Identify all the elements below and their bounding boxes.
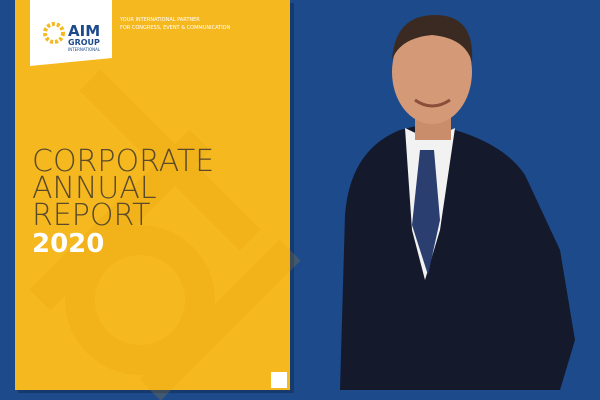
cover-year: 2020	[32, 229, 104, 259]
logo-line: GROUP	[68, 38, 100, 47]
person	[340, 15, 575, 390]
logo-tab	[30, 0, 112, 66]
tagline: YOUR INTERNATIONAL PARTNER	[119, 17, 200, 23]
logo-line: INTERNATIONAL	[68, 47, 101, 52]
report-cover	[15, 0, 290, 390]
logo-name: AIM	[68, 22, 100, 40]
cover-corner	[271, 372, 287, 388]
logo-mark	[43, 22, 65, 44]
tagline: FOR CONGRESS, EVENT & COMMUNICATION	[120, 25, 231, 31]
cover-pattern	[29, 69, 301, 400]
cover-title: CORPORATE	[32, 144, 214, 179]
cover-title: ANNUAL	[32, 171, 157, 206]
cover-title: REPORT	[32, 198, 151, 233]
